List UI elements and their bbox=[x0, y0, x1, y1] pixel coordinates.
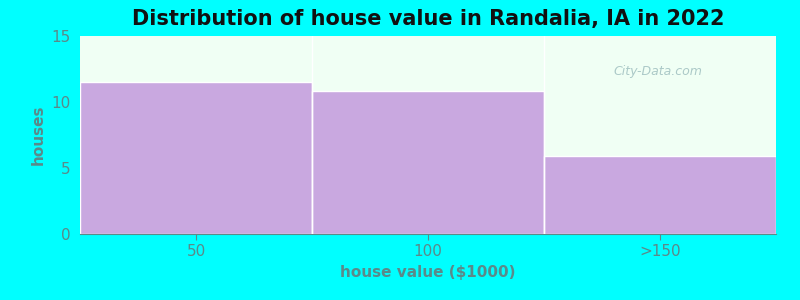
Text: City-Data.com: City-Data.com bbox=[614, 65, 702, 78]
Y-axis label: houses: houses bbox=[30, 105, 46, 165]
Bar bbox=[544, 156, 776, 234]
Bar bbox=[80, 82, 312, 234]
Title: Distribution of house value in Randalia, IA in 2022: Distribution of house value in Randalia,… bbox=[132, 9, 724, 29]
Bar bbox=[312, 92, 544, 234]
X-axis label: house value ($1000): house value ($1000) bbox=[340, 265, 516, 280]
